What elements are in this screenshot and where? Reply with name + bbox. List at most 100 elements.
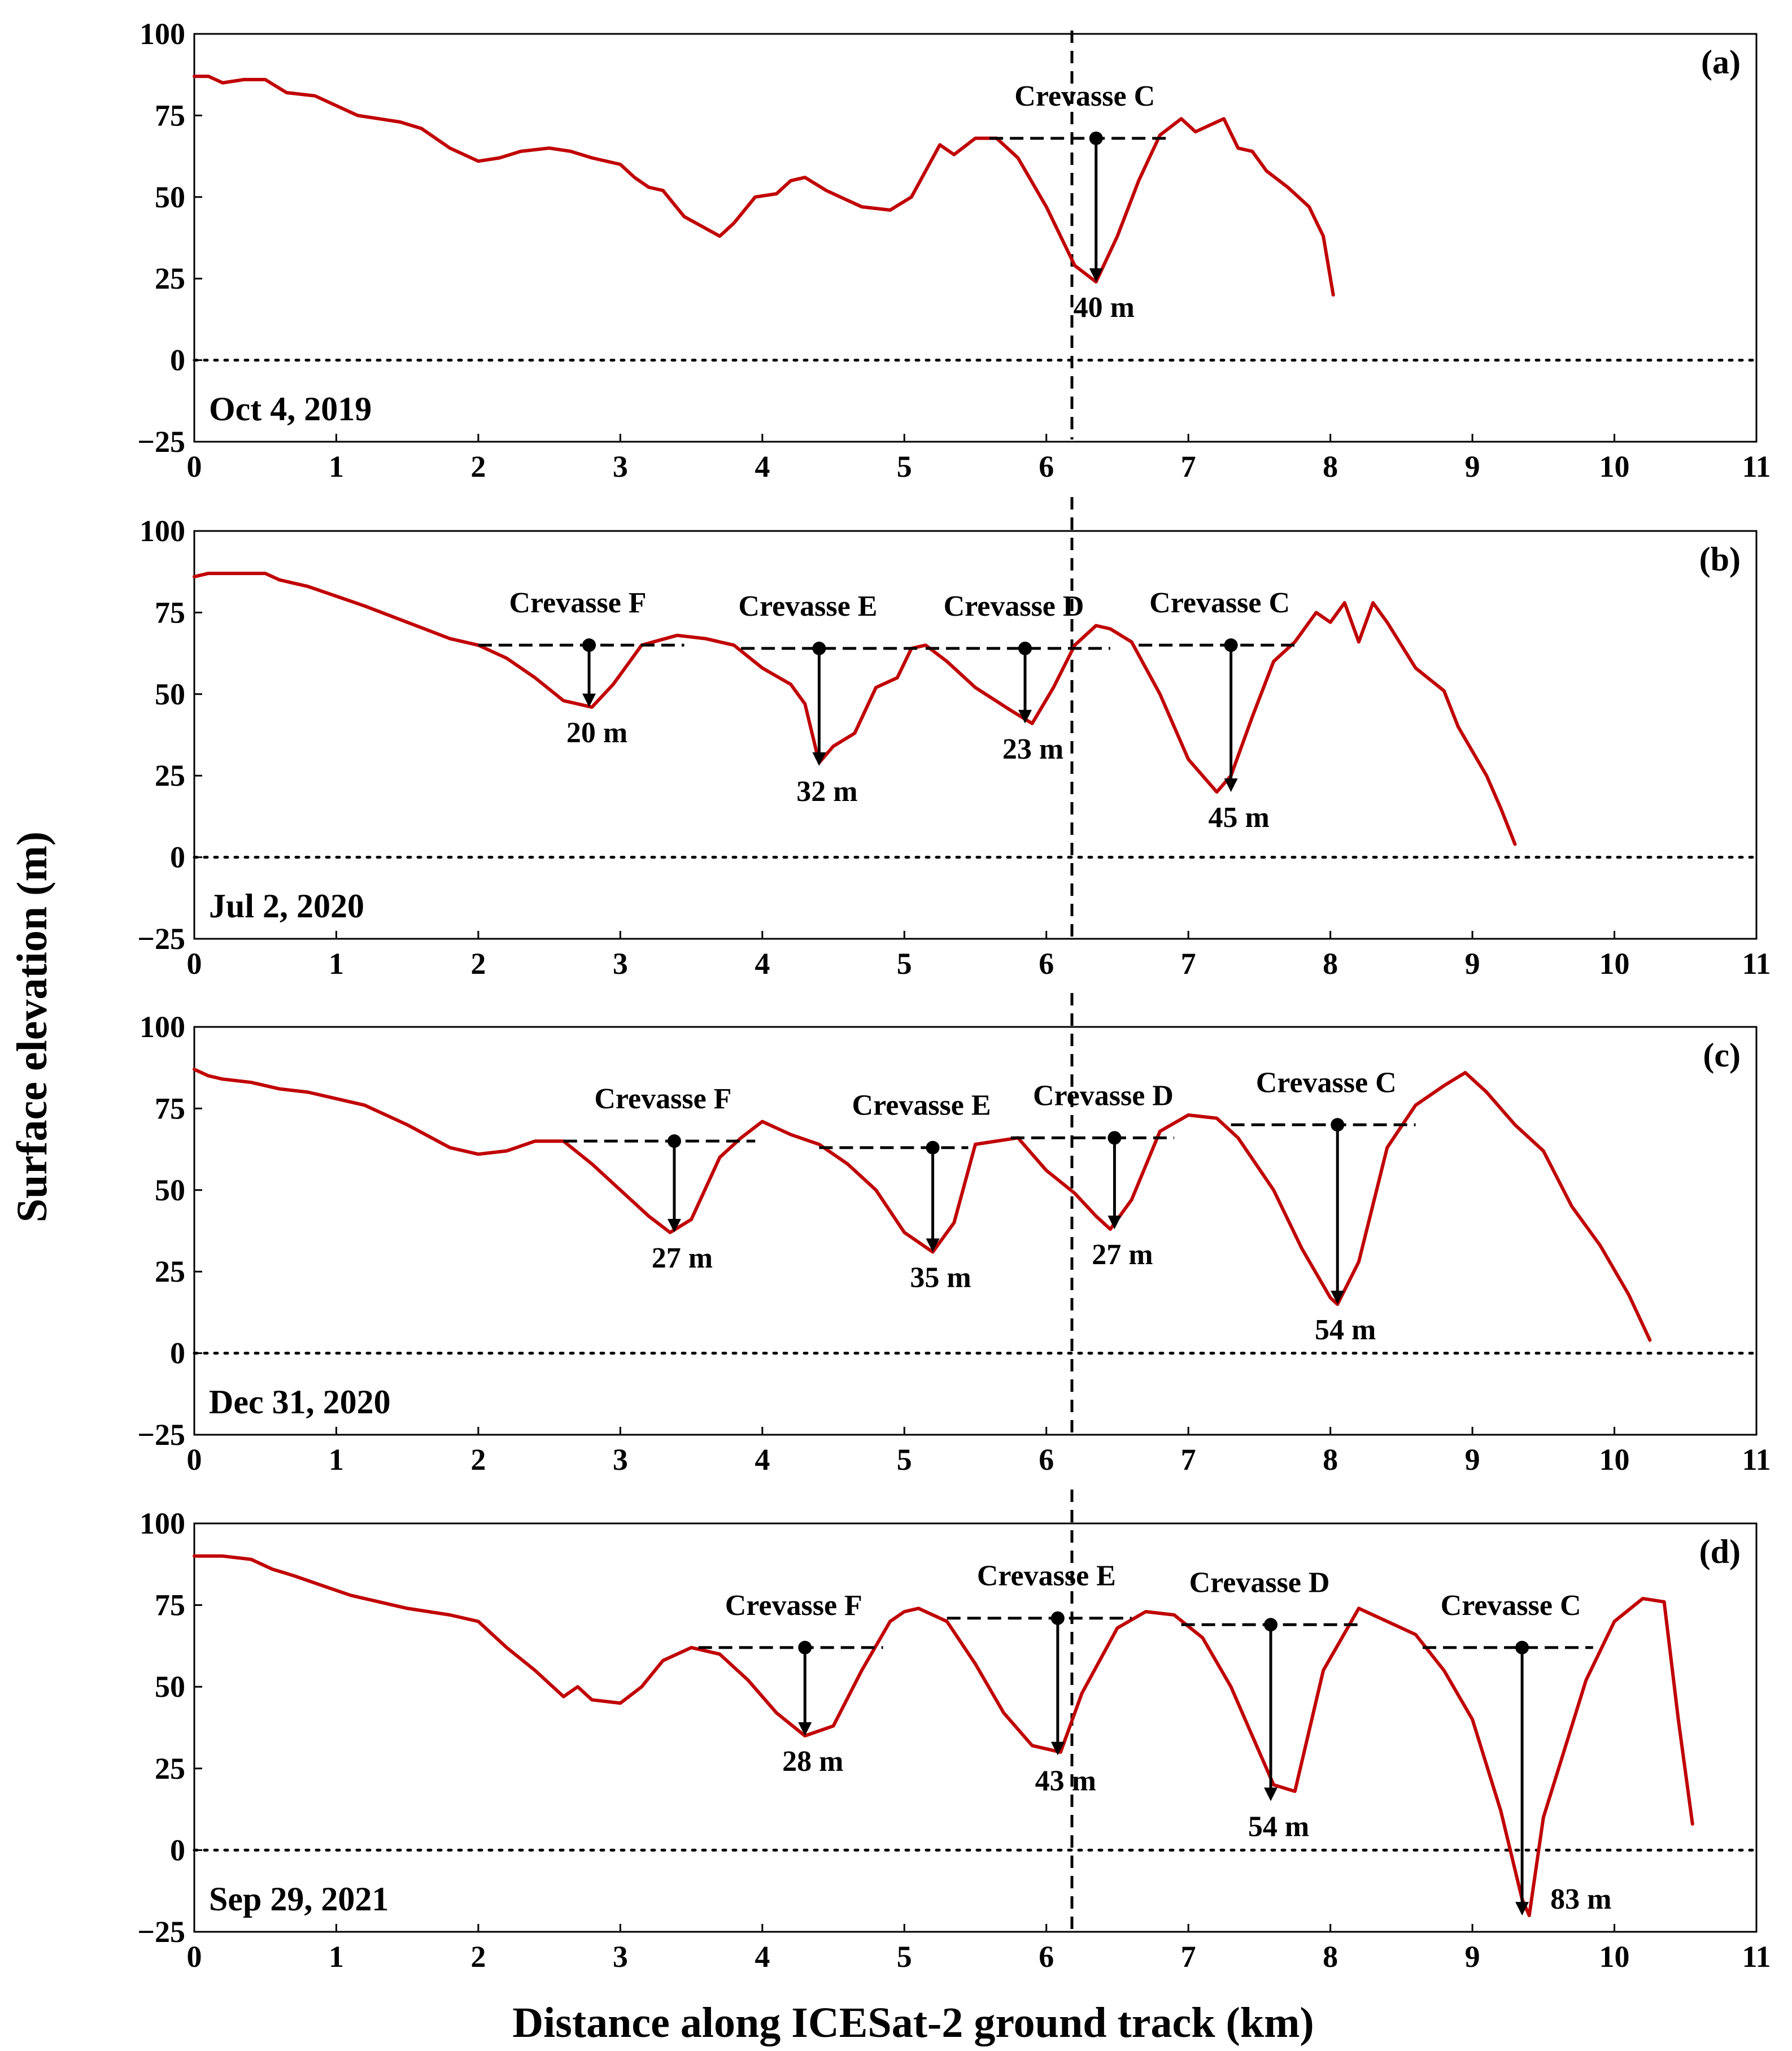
x-tick-label: 7 [1181,1443,1196,1477]
y-tick-label: 75 [155,595,185,629]
crevasse-arrow-head [926,1238,940,1252]
x-tick-label: 9 [1465,947,1480,981]
crevasse-arrow-head [812,752,826,766]
crevasse-depth-label: 54 m [1315,1314,1376,1346]
crevasse-f: Crevasse F 28 m [698,1590,883,1778]
x-tick-label: 6 [1039,947,1054,981]
crevasse-name-label: Crevasse F [594,1083,731,1115]
y-tick-label: 75 [155,98,185,132]
y-tick-label: 100 [139,1506,185,1540]
crevasse-depth-label: 23 m [1002,733,1063,765]
x-tick-label: 1 [329,450,344,484]
crevasse-name-label: Crevasse F [725,1590,862,1622]
y-tick-label: 0 [170,1336,185,1370]
plot-frame [193,33,1758,443]
y-tick-label: 50 [155,180,185,214]
y-tick-label: −25 [137,1915,185,1949]
crevasse-depth-label: 27 m [652,1242,713,1274]
crevasse-d: Crevasse D 23 m [925,590,1110,765]
elevation-profile-line [193,1554,1694,1918]
panel-label: (a) [1701,43,1741,81]
crevasse-arrow-head [1018,709,1032,724]
y-tick-label: 100 [139,1010,185,1044]
y-tick-label: 75 [155,1091,185,1125]
panel-label: (c) [1703,1037,1741,1074]
x-tick-label: 3 [613,947,628,981]
x-tick-label: 0 [187,450,202,484]
x-tick-label: 4 [755,1443,770,1477]
x-tick-label: 2 [470,947,486,981]
x-tick-label: 11 [1742,450,1771,484]
elevation-profile-line [193,75,1335,297]
x-tick-label: 8 [1323,1443,1338,1477]
x-tick-label: 10 [1599,947,1630,981]
plot-frame [193,1026,1758,1436]
date-label: Oct 4, 2019 [209,390,372,428]
crevasse-depth-label: 20 m [566,717,627,749]
crevasse-name-label: Crevasse D [1033,1079,1174,1112]
y-tick-label: 50 [155,1173,185,1207]
crevasse-depth-label: 28 m [782,1745,843,1778]
crevasse-depth-label: 27 m [1092,1239,1153,1271]
crevasse-e: Crevasse E 43 m [947,1560,1132,1797]
x-tick-label: 2 [470,1443,486,1477]
y-tick-label: 50 [155,677,185,711]
x-tick-label: 9 [1465,1940,1480,1974]
crevasse-depth-label: 83 m [1550,1883,1611,1915]
crevasse-arrow-head [1108,1216,1122,1230]
x-tick-label: 4 [755,1940,770,1974]
crevasse-arrow-head [1089,268,1103,282]
crevasse-e: Crevasse E 35 m [819,1090,991,1294]
crevasse-name-label: Crevasse E [977,1560,1116,1592]
x-tick-label: 6 [1039,1443,1054,1477]
crevasse-arrow-head [582,693,596,707]
x-tick-label: 7 [1181,1940,1196,1974]
crevasse-name-label: Crevasse C [1149,587,1290,619]
date-label: Jul 2, 2020 [209,887,364,925]
y-tick-label: 0 [170,343,185,377]
panel-label: (b) [1699,541,1741,578]
y-axis-label: Surface elevation (m) [8,831,56,1222]
y-tick-label: 50 [155,1670,185,1704]
y-tick-label: −25 [137,425,185,459]
x-tick-label: 3 [613,1443,628,1477]
crevasse-depth-label: 35 m [910,1262,971,1294]
crevasse-name-label: Crevasse C [1441,1590,1581,1622]
x-tick-label: 8 [1323,947,1338,981]
x-tick-label: 6 [1039,450,1054,484]
crevasse-f: Crevasse F 20 m [478,587,684,749]
x-tick-label: 4 [755,947,770,981]
y-tick-label: 0 [170,841,185,874]
crevasse-depth-label: 45 m [1208,802,1269,834]
y-tick-label: 100 [139,514,185,548]
crevasse-name-label: Crevasse D [944,590,1084,622]
y-tick-label: 100 [139,17,185,51]
x-tick-label: 9 [1465,1443,1480,1477]
crevasse-f: Crevasse F 27 m [563,1083,756,1274]
crevasse-arrow-head [1224,778,1238,792]
crevasse-arrow-head [667,1218,681,1233]
x-tick-label: 3 [613,1940,628,1974]
x-tick-label: 2 [470,450,486,484]
x-tick-label: 3 [613,450,628,484]
y-tick-label: 25 [155,1752,185,1786]
y-tick-label: 25 [155,262,185,295]
x-tick-label: 5 [897,1940,912,1974]
x-tick-label: 1 [329,1940,344,1974]
x-tick-label: 9 [1465,450,1480,484]
x-axis-label: Distance along ICESat-2 ground track (km… [512,1999,1314,2046]
y-tick-label: 25 [155,1255,185,1288]
crevasse-arrow-head [1264,1787,1278,1801]
crevasse-name-label: Crevasse E [852,1090,991,1122]
x-tick-label: 7 [1181,947,1196,981]
x-tick-label: 4 [755,450,770,484]
x-tick-label: 0 [187,1443,202,1477]
crevasse-arrow-head [1331,1290,1345,1304]
x-tick-label: 5 [897,1443,912,1477]
y-tick-label: 25 [155,759,185,792]
